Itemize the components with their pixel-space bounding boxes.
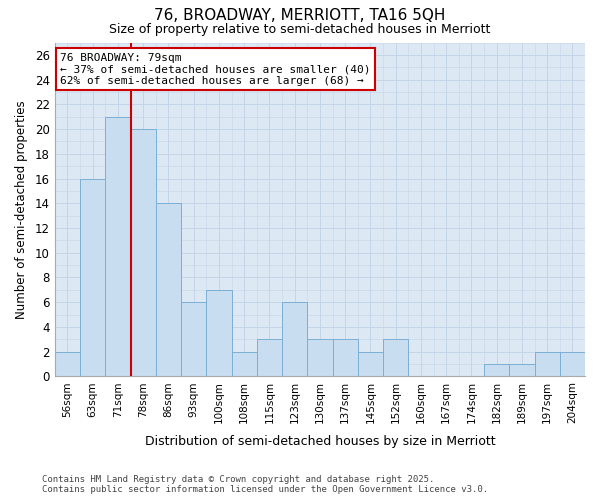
- Bar: [80, 178, 106, 376]
- Bar: [232, 352, 257, 376]
- Text: Size of property relative to semi-detached houses in Merriott: Size of property relative to semi-detach…: [109, 22, 491, 36]
- Text: 76, BROADWAY, MERRIOTT, TA16 5QH: 76, BROADWAY, MERRIOTT, TA16 5QH: [154, 8, 446, 22]
- Bar: [156, 204, 181, 376]
- Bar: [535, 352, 560, 376]
- Bar: [560, 352, 585, 376]
- Bar: [206, 290, 232, 376]
- Bar: [358, 352, 383, 376]
- Text: 76 BROADWAY: 79sqm
← 37% of semi-detached houses are smaller (40)
62% of semi-de: 76 BROADWAY: 79sqm ← 37% of semi-detache…: [60, 52, 371, 86]
- Bar: [106, 116, 131, 376]
- Bar: [383, 340, 408, 376]
- Bar: [131, 129, 156, 376]
- Bar: [484, 364, 509, 376]
- Bar: [181, 302, 206, 376]
- Bar: [307, 340, 332, 376]
- Bar: [55, 352, 80, 376]
- Bar: [509, 364, 535, 376]
- Bar: [257, 340, 282, 376]
- Bar: [282, 302, 307, 376]
- X-axis label: Distribution of semi-detached houses by size in Merriott: Distribution of semi-detached houses by …: [145, 434, 495, 448]
- Bar: [332, 340, 358, 376]
- Y-axis label: Number of semi-detached properties: Number of semi-detached properties: [15, 100, 28, 319]
- Text: Contains HM Land Registry data © Crown copyright and database right 2025.
Contai: Contains HM Land Registry data © Crown c…: [42, 474, 488, 494]
